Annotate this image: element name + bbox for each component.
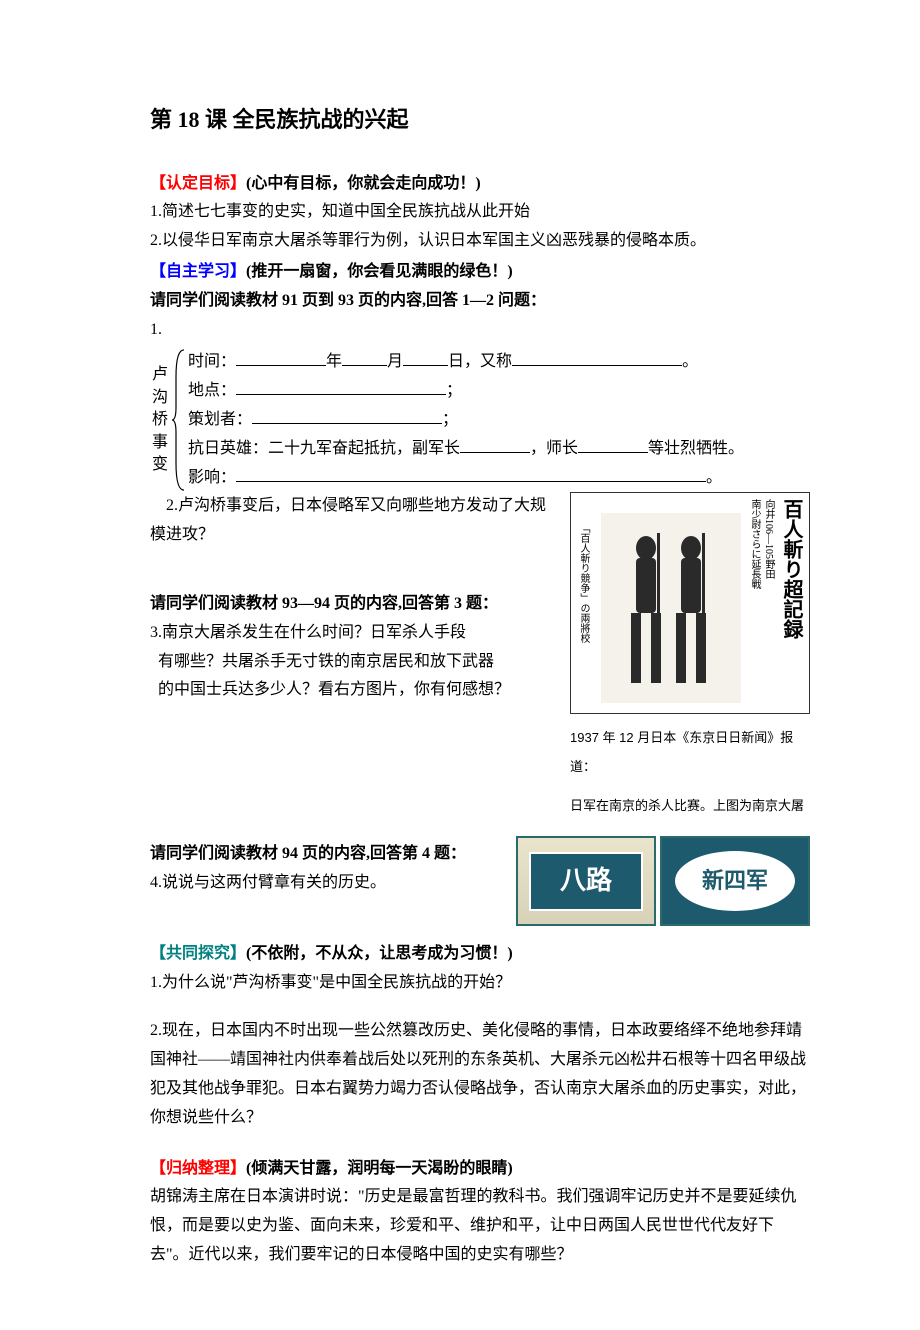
fill-line-effect: 影响：。 [188, 464, 810, 493]
badge-xinsijun: 新四军 [660, 836, 810, 926]
blank[interactable] [236, 349, 326, 366]
explore-q2: 2.现在，日本国内不时出现一些公然篡改历史、美化侵略的事情，日本政要络绎不绝地参… [150, 1017, 810, 1132]
brace-content: 时间：年月日，又称。 地点：； 策划者：； 抗日英雄：二十九军奋起抵抗，副军长，… [188, 348, 810, 492]
soldiers-silhouette-icon [601, 513, 741, 703]
summary-body: 胡锦涛主席在日本演讲时说："历史是最富哲理的教科书。我们强调牢记历史并不是要延续… [150, 1183, 810, 1269]
brace-char: 卢 [150, 364, 170, 386]
selfstudy-head: 【自主学习】 [150, 263, 246, 280]
goals-heading: 【认定目标】(心中有目标，你就会走向成功！) [150, 170, 810, 199]
brace-block: 卢 沟 桥 事 变 时间：年月日，又称。 地点：； 策划者：； 抗日英雄：二十九… [150, 348, 810, 492]
news-subhead: 向井106—105野田 南少尉さらに延長戰 [747, 499, 775, 707]
fill-line-place: 地点：； [188, 377, 810, 406]
brace-label: 卢 沟 桥 事 变 [150, 348, 170, 492]
blank[interactable] [578, 436, 648, 453]
badge-xinsijun-label: 新四军 [675, 851, 795, 911]
document-page: 第 18 课 全民族抗战的兴起 【认定目标】(心中有目标，你就会走向成功！) 1… [0, 0, 920, 1330]
q1-label: 1. [150, 316, 810, 345]
fill-line-planner: 策划者：； [188, 406, 810, 435]
goals-sub: (心中有目标，你就会走向成功！) [246, 175, 481, 192]
brace-char: 沟 [150, 387, 170, 409]
badge-balu: 八路 [516, 836, 656, 926]
lesson-title: 第 18 课 全民族抗战的兴起 [150, 100, 810, 140]
summary-heading: 【归纳整理】(倾满天甘露，润明每一天渴盼的眼睛) [150, 1155, 810, 1184]
goal-item-2: 2.以侵华日军南京大屠杀等罪行为例，认识日本军国主义凶恶残暴的侵略本质。 [150, 227, 810, 256]
left-brace-icon [170, 348, 188, 492]
selfstudy-heading: 【自主学习】(推开一扇窗，你会看见满眼的绿色！) [150, 258, 810, 287]
summary-head: 【归纳整理】 [150, 1160, 246, 1177]
blank[interactable] [403, 349, 448, 366]
armband-badges: 八路 新四军 [516, 836, 810, 926]
blank[interactable] [512, 349, 682, 366]
blank[interactable] [342, 349, 387, 366]
newspaper-clipping: 百人斬り超記録 向井106—105野田 南少尉さらに延長戰 「百人斬り競争」の兩… [570, 492, 810, 714]
badge-balu-label: 八路 [529, 852, 643, 911]
summary-sub: (倾满天甘露，润明每一天渴盼的眼睛) [246, 1160, 513, 1177]
blank[interactable] [236, 465, 706, 482]
news-caption-1: 1937 年 12 月日本《东京日日新闻》报道： [570, 724, 810, 781]
news-caption-2: 日军在南京的杀人比赛。上图为南京大屠 [570, 792, 810, 821]
explore-sub: (不依附，不从众，让思考成为习惯！) [246, 945, 513, 962]
fill-line-time: 时间：年月日，又称。 [188, 348, 810, 377]
explore-heading: 【共同探究】(不依附，不从众，让思考成为习惯！) [150, 940, 810, 969]
blank[interactable] [460, 436, 530, 453]
selfstudy-sub: (推开一扇窗，你会看见满眼的绿色！) [246, 263, 513, 280]
brace-char: 事 [150, 432, 170, 454]
blank[interactable] [236, 378, 446, 395]
news-headline: 百人斬り超記録 [779, 499, 803, 707]
goal-item-1: 1.简述七七事变的史实，知道中国全民族抗战从此开始 [150, 198, 810, 227]
news-left-caption: 「百人斬り競争」の兩將校 [577, 523, 589, 707]
direction-1: 请同学们阅读教材 91 页到 93 页的内容,回答 1—2 问题： [150, 287, 810, 316]
explore-head: 【共同探究】 [150, 945, 246, 962]
brace-char: 变 [150, 454, 170, 476]
brace-char: 桥 [150, 409, 170, 431]
explore-q1: 1.为什么说"芦沟桥事变"是中国全民族抗战的开始？ [150, 969, 810, 998]
fill-line-heroes: 抗日英雄：二十九军奋起抵抗，副军长，师长等壮烈牺牲。 [188, 435, 810, 464]
blank[interactable] [252, 407, 442, 424]
goals-head: 【认定目标】 [150, 175, 246, 192]
newspaper-figure: 百人斬り超記録 向井106—105野田 南少尉さらに延長戰 「百人斬り競争」の兩… [570, 492, 810, 820]
